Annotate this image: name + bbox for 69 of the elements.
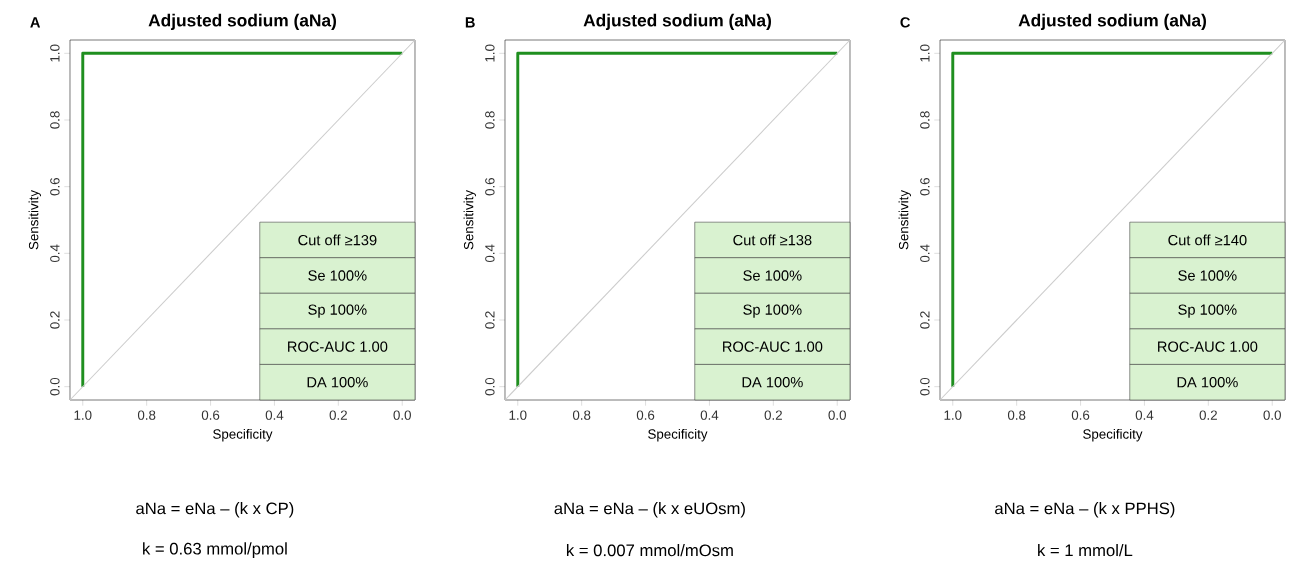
text: C	[900, 17, 911, 28]
x-tick-label: 0.8	[137, 410, 156, 420]
text: k = 0.63 mmol/pmol	[143, 542, 287, 558]
x-tick-label: 0.6	[201, 410, 220, 420]
text: k = 1 mmol/L	[1038, 543, 1133, 557]
annotation: Cut off ≥140	[1168, 234, 1247, 246]
annotation: ROC-AUC 1.00	[288, 341, 388, 352]
x-axis-title: Specificity	[648, 429, 708, 442]
annotation: DA 100%	[742, 377, 803, 388]
x-tick-label: 0.4	[1135, 410, 1154, 420]
annotation: Se 100%	[1178, 270, 1237, 281]
annotation: DA 100%	[1177, 377, 1238, 388]
text: B	[465, 17, 475, 28]
chart-title: Adjusted sodium (aNa)	[1018, 13, 1207, 30]
y-tick-label: 0.2	[920, 311, 930, 329]
annotation: Se 100%	[308, 270, 367, 281]
y-tick-label: 0.2	[485, 311, 495, 329]
text: aNa = eNa – (k x PPHS)	[995, 502, 1175, 518]
annotation: Sp 100%	[743, 304, 802, 318]
y-tick-label: 0.0	[50, 377, 60, 396]
x-tick-label: 0.8	[1007, 410, 1026, 420]
y-tick-label: 1.0	[920, 44, 930, 62]
y-tick-label: 0.0	[920, 377, 930, 396]
x-tick-label: 0.0	[1263, 410, 1281, 420]
annotation: Sp 100%	[308, 304, 367, 318]
y-tick-label: 0.6	[50, 177, 60, 196]
y-tick-label: 0.4	[50, 244, 60, 263]
annotation: Cut off ≥139	[298, 234, 377, 246]
annotation: DA 100%	[307, 377, 368, 388]
y-tick-label: 0.4	[920, 244, 930, 263]
x-tick-label: 0.6	[1071, 410, 1090, 420]
x-tick-label: 0.6	[636, 410, 655, 420]
x-tick-label: 1.0	[944, 410, 962, 420]
y-tick-label: 0.8	[50, 111, 60, 129]
y-axis-title: Sensitivity	[463, 190, 476, 250]
annotation: Sp 100%	[1178, 304, 1237, 318]
x-tick-label: 0.2	[764, 410, 782, 420]
y-tick-label: 0.2	[50, 311, 60, 329]
y-tick-label: 0.8	[485, 111, 495, 129]
chart-title: Adjusted sodium (aNa)	[583, 13, 772, 30]
x-tick-label: 1.0	[74, 410, 92, 420]
x-tick-label: 0.2	[329, 410, 347, 420]
chart-title: Adjusted sodium (aNa)	[148, 13, 336, 30]
x-tick-label: 0.8	[572, 410, 591, 420]
y-tick-label: 1.0	[485, 44, 495, 62]
x-tick-label: 0.2	[1199, 410, 1217, 420]
text: A	[30, 17, 41, 28]
y-tick-label: 0.6	[485, 177, 495, 196]
y-tick-label: 0.4	[485, 244, 495, 263]
annotation: ROC-AUC 1.00	[723, 341, 823, 352]
x-tick-label: 0.4	[265, 410, 284, 420]
text: aNa = eNa – (k x CP)	[136, 502, 294, 518]
x-tick-label: 0.0	[393, 410, 411, 420]
y-axis-title: Sensitivity	[28, 190, 41, 250]
x-tick-label: 0.4	[700, 410, 719, 420]
annotation: Cut off ≥138	[733, 234, 812, 246]
text: k = 0.007 mmol/mOsm	[566, 543, 733, 557]
x-tick-label: 0.0	[828, 410, 846, 420]
x-tick-label: 1.0	[509, 410, 527, 420]
y-axis-title: Sensitivity	[898, 190, 911, 250]
text: aNa = eNa – (k x eUOsm)	[554, 502, 745, 518]
y-tick-label: 0.8	[920, 111, 930, 129]
x-axis-title: Specificity	[213, 429, 273, 442]
x-axis-title: Specificity	[1083, 429, 1143, 442]
y-tick-label: 1.0	[50, 44, 60, 62]
y-tick-label: 0.0	[485, 377, 495, 396]
y-tick-label: 0.6	[920, 177, 930, 196]
annotation: ROC-AUC 1.00	[1158, 341, 1258, 352]
annotation: Se 100%	[743, 270, 802, 281]
